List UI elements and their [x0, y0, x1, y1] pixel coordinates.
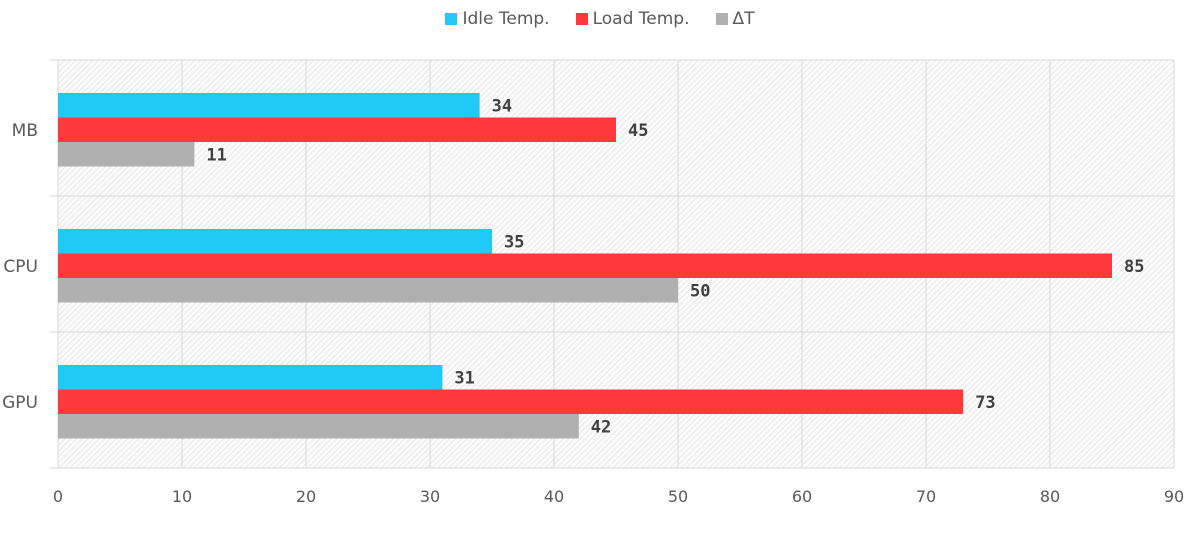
category-label-gpu: GPU — [2, 393, 38, 413]
x-tick-label: 10 — [172, 487, 192, 506]
category-label-cpu: CPU — [3, 257, 38, 277]
value-label-idle-cpu: 35 — [504, 232, 524, 252]
value-label-delta-gpu: 42 — [591, 417, 611, 437]
x-tick-label: 90 — [1164, 487, 1184, 506]
legend-label-load: Load Temp. — [592, 9, 690, 29]
chart-legend: Idle Temp. Load Temp. ΔT — [0, 6, 1200, 32]
bar-delta-gpu — [58, 414, 579, 439]
legend-swatch-load — [575, 13, 588, 25]
legend-label-idle: Idle Temp. — [462, 9, 550, 29]
x-tick-label: 30 — [420, 487, 440, 506]
bar-idle-mb — [58, 93, 480, 118]
legend-swatch-delta — [715, 13, 728, 25]
value-label-load-gpu: 73 — [975, 393, 995, 413]
bar-load-gpu — [58, 389, 964, 414]
value-label-delta-mb: 11 — [206, 145, 226, 165]
bar-delta-mb — [58, 142, 195, 167]
x-tick-labels: 0 10 20 30 40 50 60 70 80 90 — [53, 487, 1184, 506]
x-tick-label: 80 — [1040, 487, 1060, 506]
bar-delta-cpu — [58, 278, 678, 303]
x-tick-label: 60 — [792, 487, 812, 506]
value-label-load-cpu: 85 — [1124, 257, 1144, 277]
bars-group: 34 45 11 35 85 50 31 73 42 — [58, 93, 1144, 439]
bar-idle-cpu — [58, 229, 492, 254]
category-label-mb: MB — [12, 121, 38, 141]
legend-item-delta: ΔT — [715, 9, 755, 29]
x-tick-label: 20 — [296, 487, 316, 506]
value-label-idle-mb: 34 — [492, 96, 512, 116]
category-labels: MB CPU GPU — [2, 121, 38, 413]
x-tick-label: 40 — [544, 487, 564, 506]
legend-item-load: Load Temp. — [575, 9, 690, 29]
value-label-delta-cpu: 50 — [690, 281, 710, 301]
legend-item-idle: Idle Temp. — [445, 9, 550, 29]
legend-swatch-idle — [445, 13, 458, 25]
value-label-load-mb: 45 — [628, 121, 648, 141]
bar-load-cpu — [58, 253, 1112, 278]
value-label-idle-gpu: 31 — [454, 368, 474, 388]
x-tick-label: 0 — [53, 487, 63, 506]
x-tick-label: 70 — [916, 487, 936, 506]
legend-label-delta: ΔT — [732, 9, 755, 29]
bar-idle-gpu — [58, 365, 443, 390]
bar-load-mb — [58, 117, 616, 142]
x-tick-label: 50 — [668, 487, 688, 506]
